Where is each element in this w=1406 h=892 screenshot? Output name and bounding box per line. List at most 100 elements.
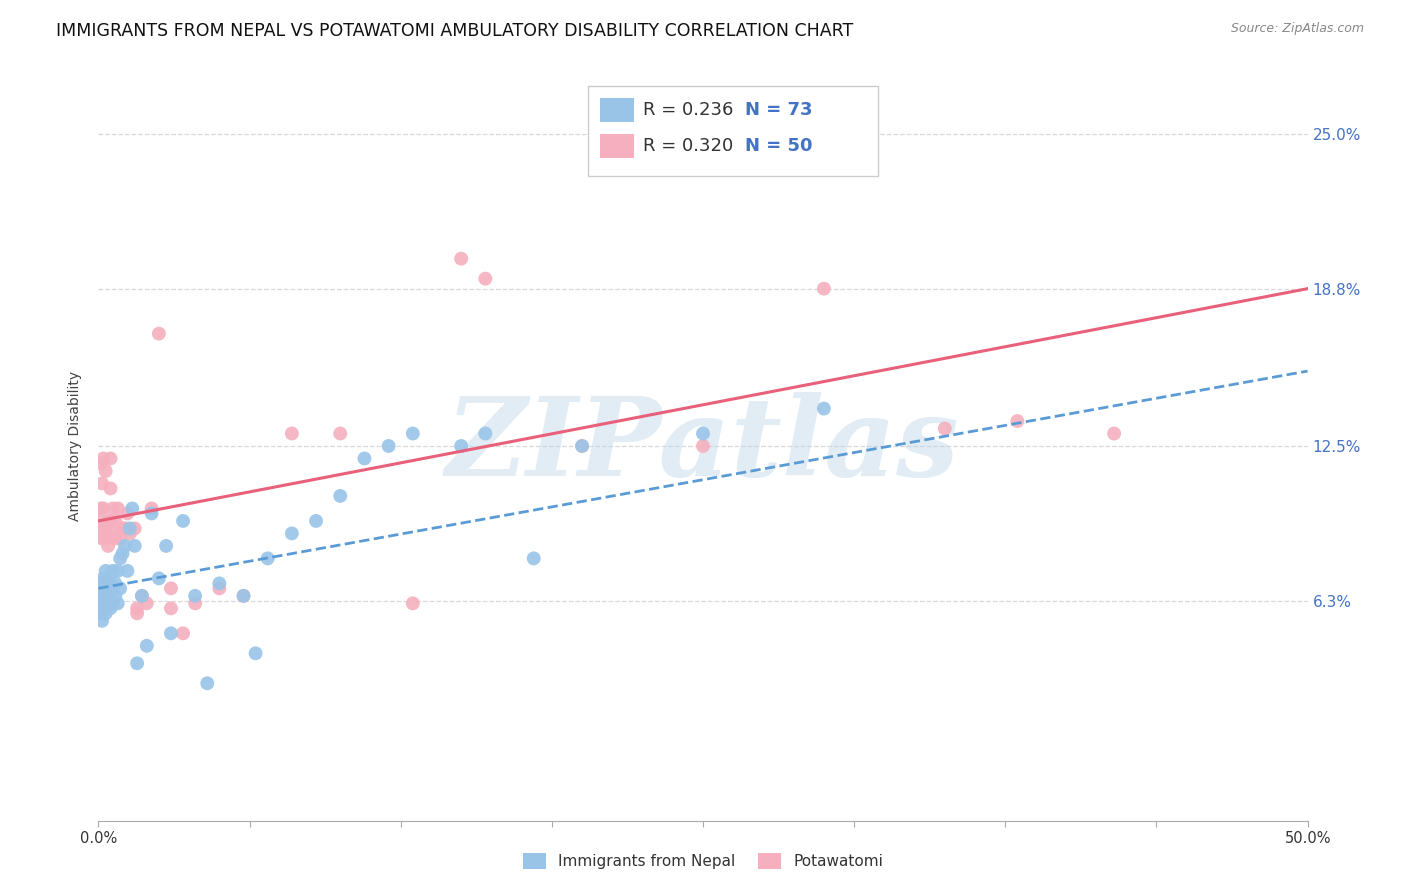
Point [94, 564, 117, 578]
Point [256, 551, 278, 566]
Point [94, 464, 117, 478]
Point [571, 439, 593, 453]
Point [571, 439, 593, 453]
Point [141, 507, 163, 521]
Point [155, 539, 177, 553]
Point [184, 589, 207, 603]
Point [141, 501, 163, 516]
Point [131, 589, 153, 603]
Point [107, 564, 129, 578]
Point [118, 526, 141, 541]
Point [90, 457, 112, 471]
Point [91, 582, 114, 596]
Point [813, 401, 835, 416]
Point [100, 451, 122, 466]
Point [117, 507, 139, 521]
Point [89, 514, 111, 528]
Point [91, 451, 114, 466]
Point [474, 271, 496, 285]
Point [135, 639, 157, 653]
Point [114, 521, 136, 535]
Point [160, 582, 183, 596]
Point [96, 576, 118, 591]
Point [89, 601, 111, 615]
Point [377, 439, 399, 453]
Point [101, 501, 124, 516]
Text: R = 0.236: R = 0.236 [643, 101, 733, 119]
Point [90, 582, 112, 596]
Point [97, 596, 120, 610]
Point [104, 589, 127, 603]
Point [402, 596, 425, 610]
Point [100, 601, 122, 615]
Point [108, 551, 131, 566]
Point [692, 426, 714, 441]
Point [91, 594, 114, 608]
Point [1007, 414, 1029, 428]
Point [94, 521, 117, 535]
Text: R = 0.320: R = 0.320 [643, 137, 733, 155]
Text: Source: ZipAtlas.com: Source: ZipAtlas.com [1230, 22, 1364, 36]
Point [108, 532, 131, 546]
Bar [600, 97, 634, 121]
Point [329, 426, 352, 441]
Point [523, 551, 546, 566]
Point [111, 546, 134, 560]
Point [97, 582, 120, 596]
Bar [600, 134, 634, 158]
Point [90, 576, 112, 591]
Point [692, 439, 714, 453]
Point [195, 676, 218, 690]
Point [281, 426, 304, 441]
Point [100, 594, 122, 608]
Point [94, 576, 117, 591]
Point [245, 646, 267, 660]
Point [94, 532, 117, 546]
Point [91, 571, 114, 585]
Text: ZIPatlas: ZIPatlas [446, 392, 960, 500]
Point [91, 596, 114, 610]
Point [934, 421, 956, 435]
Point [118, 521, 141, 535]
Point [172, 626, 194, 640]
Point [127, 657, 149, 671]
Point [93, 596, 115, 610]
Point [91, 501, 114, 516]
Point [100, 482, 122, 496]
Point [91, 589, 114, 603]
Point [305, 514, 328, 528]
Point [148, 571, 170, 585]
Point [101, 582, 124, 596]
Text: IMMIGRANTS FROM NEPAL VS POTAWATOMI AMBULATORY DISABILITY CORRELATION CHART: IMMIGRANTS FROM NEPAL VS POTAWATOMI AMBU… [56, 22, 853, 40]
Point [91, 532, 114, 546]
Point [101, 564, 124, 578]
Point [148, 326, 170, 341]
Point [90, 589, 112, 603]
Point [208, 576, 231, 591]
Point [101, 596, 124, 610]
Point [281, 526, 304, 541]
Point [402, 426, 425, 441]
Point [184, 596, 207, 610]
Point [94, 596, 117, 610]
Point [100, 576, 122, 591]
Point [104, 514, 127, 528]
Point [97, 589, 120, 603]
Point [97, 539, 120, 553]
Point [1102, 426, 1125, 441]
Point [124, 539, 146, 553]
Legend: Immigrants from Nepal, Potawatomi: Immigrants from Nepal, Potawatomi [517, 847, 889, 875]
Point [121, 501, 143, 516]
Point [91, 601, 114, 615]
Point [91, 576, 114, 591]
Point [90, 596, 112, 610]
Point [160, 626, 183, 640]
Point [101, 526, 124, 541]
Point [94, 589, 117, 603]
Point [90, 607, 112, 621]
Point [104, 576, 127, 591]
Point [91, 614, 114, 628]
Point [97, 514, 120, 528]
Point [108, 582, 131, 596]
Point [117, 564, 139, 578]
